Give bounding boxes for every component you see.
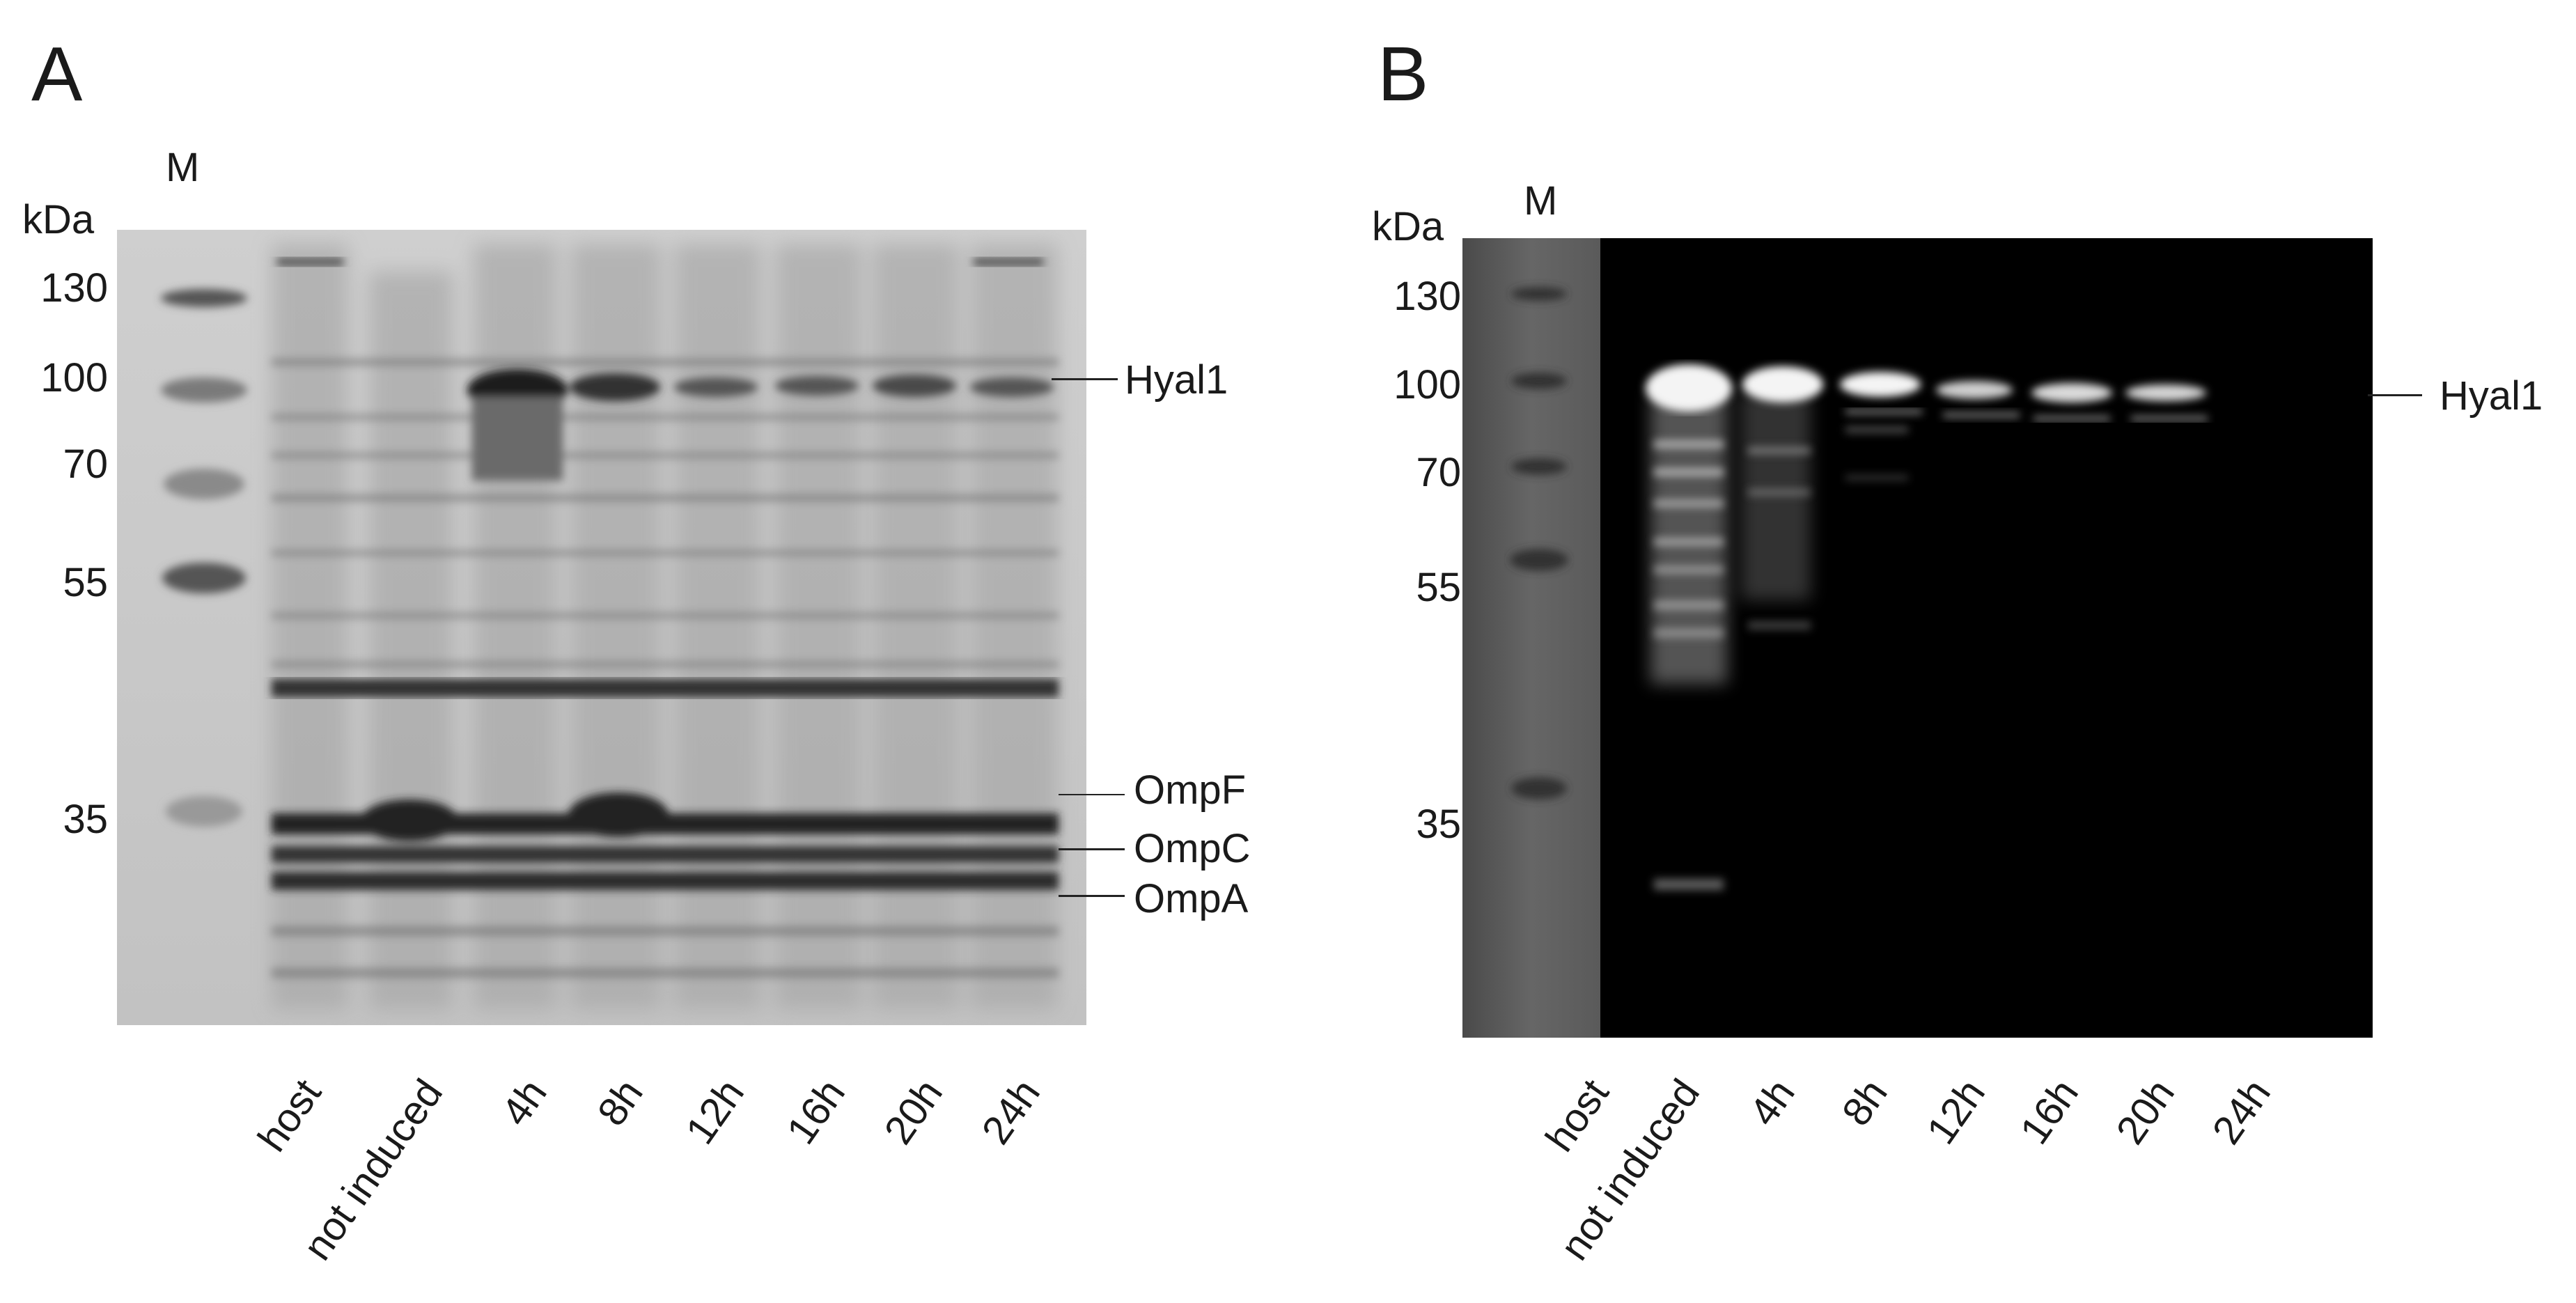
mw-marker-130: 130 (1394, 274, 1461, 319)
leader-line-ompf (1059, 794, 1125, 795)
marker-lane-label: M (166, 145, 200, 190)
leader-line-ompc (1059, 848, 1125, 850)
panel-letter: A (31, 31, 83, 117)
leader-line-hyal1 (2368, 394, 2422, 396)
band-label-hyal1: Hyal1 (2440, 373, 2543, 419)
lane-label-12h: 12h (677, 1071, 754, 1153)
panel-letter: B (1377, 31, 1429, 117)
lane-label-4h: 4h (1740, 1071, 1804, 1134)
mw-marker-100: 100 (1394, 362, 1461, 407)
lane-label-24h: 24h (973, 1071, 1049, 1153)
lane-label-8h: 8h (588, 1071, 653, 1134)
lane-label-16h: 16h (2011, 1071, 2088, 1153)
gel-image-a (117, 230, 1086, 1025)
panel-a: A M kDa 130 100 70 55 35 (22, 31, 1251, 1269)
mw-marker-130: 130 (40, 265, 108, 311)
mw-marker-35: 35 (63, 797, 108, 842)
lane-label-4h: 4h (492, 1071, 556, 1134)
band-label-ompf: OmpF (1134, 767, 1247, 813)
leader-line-ompa (1059, 895, 1125, 897)
lane-label-host: host (249, 1071, 331, 1160)
lane-label-12h: 12h (1918, 1071, 1995, 1153)
lane-label-20h: 20h (875, 1071, 952, 1153)
mw-marker-70: 70 (1416, 450, 1461, 495)
mw-marker-55: 55 (63, 560, 108, 605)
band-label-ompc: OmpC (1134, 826, 1251, 871)
mw-marker-70: 70 (63, 442, 108, 487)
lane-label-host: host (1537, 1071, 1618, 1160)
leader-line-hyal1 (1052, 378, 1118, 380)
band-label-ompa: OmpA (1134, 876, 1249, 921)
mw-marker-100: 100 (40, 355, 108, 400)
band-label-hyal1: Hyal1 (1125, 357, 1228, 403)
lane-label-16h: 16h (778, 1071, 854, 1153)
unit-label: kDa (22, 197, 95, 242)
panel-b: B M kDa 130 100 70 55 35 (1351, 0, 2576, 1303)
lane-label-24h: 24h (2203, 1071, 2280, 1153)
marker-lane-label: M (1524, 178, 1558, 224)
gel-image-b (1462, 238, 2373, 1038)
unit-label: kDa (1372, 204, 1444, 249)
mw-marker-55: 55 (1416, 565, 1461, 610)
lane-label-8h: 8h (1833, 1071, 1897, 1134)
mw-marker-35: 35 (1416, 802, 1461, 847)
lane-label-20h: 20h (2107, 1071, 2184, 1153)
